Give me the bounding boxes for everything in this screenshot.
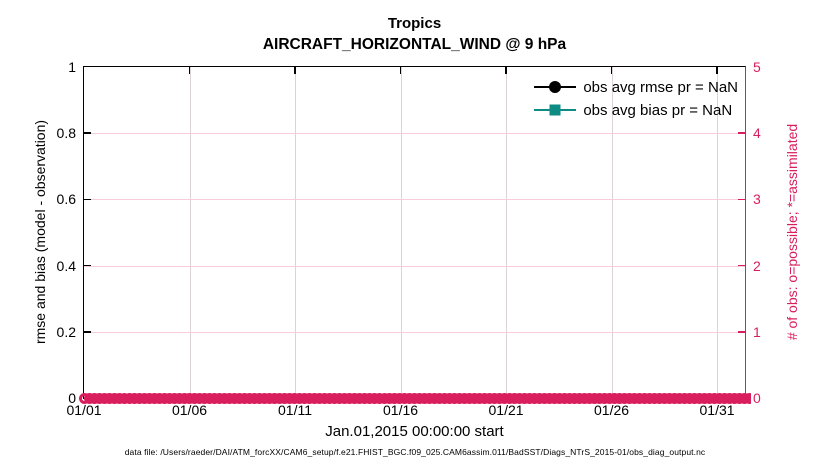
legend-square-marker-icon — [549, 104, 561, 116]
chart-title: Tropics — [387, 15, 442, 32]
x-tick-label: 01/21 — [488, 402, 524, 418]
x-axis-label: Jan.01,2015 00:00:00 start — [325, 423, 504, 440]
x-gridline — [400, 67, 402, 398]
y-tick-mark-left — [84, 198, 91, 201]
y-tick-label-right: 3 — [753, 191, 761, 208]
y-tick-label-right: 0 — [753, 390, 761, 406]
x-tick-label: 01/01 — [66, 402, 102, 418]
y-tick-mark-left — [84, 331, 91, 333]
right-y-axis-label: # of obs: o=possible; *=assimilated — [784, 123, 800, 341]
data-file-caption: data file: /Users/raeder/DAI/ATM_forcXX/… — [124, 447, 706, 457]
x-tick-label: 01/11 — [278, 402, 312, 418]
y-tick-label-left: 1 — [68, 59, 76, 75]
x-tick-label: 01/31 — [699, 402, 735, 418]
x-tick-mark — [716, 67, 718, 74]
x-gridline — [506, 67, 508, 398]
x-gridline — [611, 67, 613, 398]
y-tick-mark-right — [738, 331, 745, 333]
x-tick-label: 01/16 — [382, 402, 419, 418]
possible-obs-marker-band — [79, 393, 751, 405]
legend-item-label: obs avg rmse pr = NaN — [583, 78, 738, 96]
y-tick-label-left: 0.2 — [56, 323, 76, 340]
legend-item: obs avg rmse pr = NaN — [534, 77, 738, 97]
x-tick-mark — [188, 67, 191, 74]
x-gridline — [189, 67, 191, 398]
left-y-axis-label: rmse and bias (model - observation) — [32, 119, 48, 345]
plot-area: obs avg rmse pr = NaN obs avg bias pr = N… — [79, 66, 751, 404]
legend-item-label: obs avg bias pr = NaN — [583, 101, 733, 119]
possible-obs-marker-icon — [744, 393, 751, 404]
x-gridline — [295, 67, 296, 398]
y-tick-label-left: 0.6 — [56, 191, 76, 208]
y-tick-label-left: 0.4 — [56, 257, 76, 274]
y-tick-mark-right — [738, 198, 745, 201]
y-gridline — [84, 331, 745, 333]
y-gridline — [84, 265, 745, 267]
x-gridline — [717, 67, 719, 398]
legend: obs avg rmse pr = NaN obs avg bias pr = N… — [534, 77, 738, 120]
y-tick-mark-left — [84, 132, 91, 134]
legend-item: obs avg bias pr = NaN — [534, 100, 738, 120]
x-tick-mark — [294, 67, 296, 74]
legend-sample — [534, 104, 577, 116]
x-tick-mark — [505, 67, 507, 74]
y-tick-label-right: 4 — [753, 125, 761, 142]
y-tick-mark-right — [738, 264, 745, 267]
y-tick-mark-left — [84, 264, 91, 267]
y-tick-label-left: 0 — [68, 390, 76, 406]
possible-obs-marker-icon — [749, 393, 751, 404]
y-tick-label-left: 0.8 — [56, 125, 76, 142]
y-gridline — [84, 199, 745, 201]
y-gridline — [84, 133, 745, 135]
y-tick-label-right: 1 — [753, 323, 761, 340]
x-tick-label: 01/06 — [171, 402, 208, 418]
y-tick-label-right: 5 — [753, 59, 761, 75]
y-tick-label-right: 2 — [753, 257, 761, 274]
x-tick-label: 01/26 — [594, 402, 630, 418]
legend-sample — [534, 81, 577, 93]
x-tick-mark — [610, 67, 613, 74]
y-tick-mark-right — [738, 132, 745, 134]
chart-subtitle: AIRCRAFT_HORIZONTAL_WIND @ 9 hPa — [262, 36, 567, 53]
x-tick-mark — [399, 67, 402, 74]
legend-circle-marker-icon — [549, 81, 562, 93]
